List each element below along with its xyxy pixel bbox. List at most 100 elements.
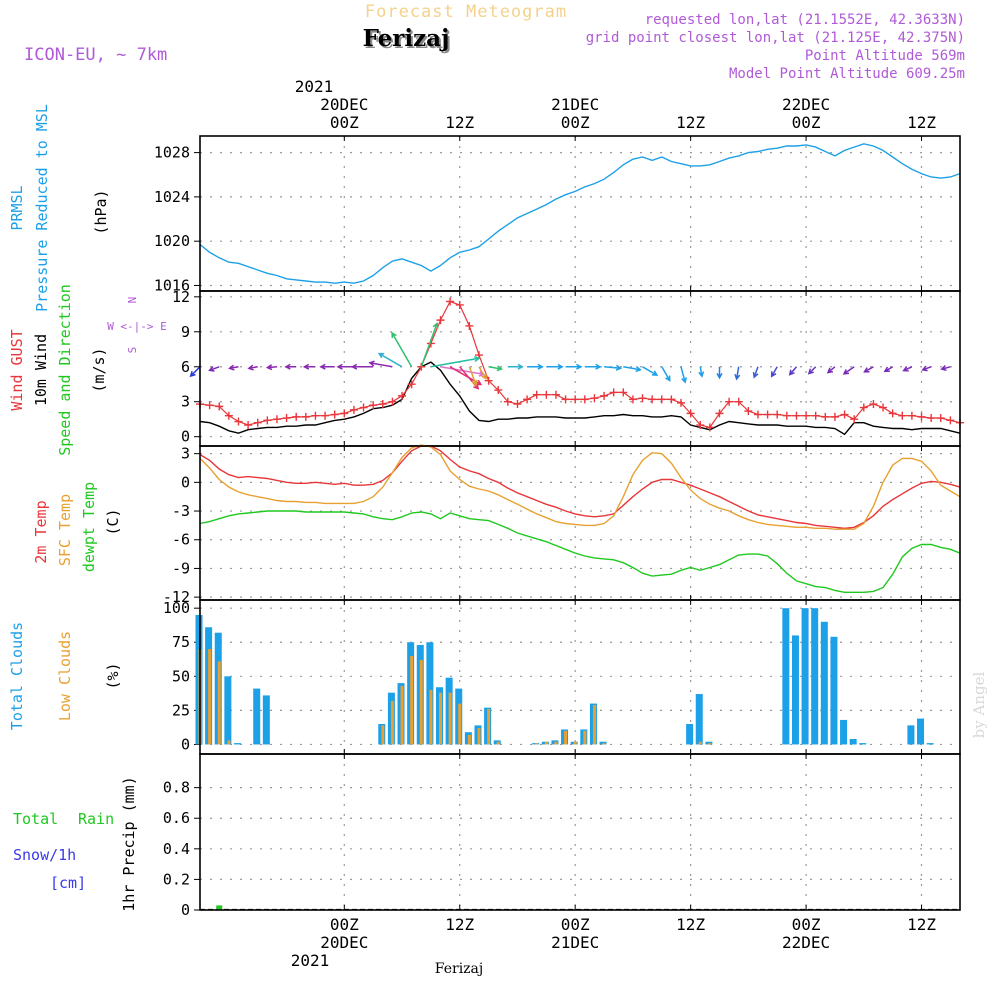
total-cloud-bar bbox=[782, 608, 790, 745]
wind-gust-point bbox=[340, 409, 349, 418]
wind-gust-point bbox=[811, 411, 820, 420]
wind-direction-arrow bbox=[584, 363, 602, 370]
wind-gust-point bbox=[253, 418, 262, 427]
temp-dewpt-line bbox=[199, 510, 961, 593]
temp-ylabel: (C) bbox=[104, 508, 122, 535]
wind-direction-arrow bbox=[752, 366, 759, 379]
wind-gust-point bbox=[321, 411, 330, 420]
top-tick-label: 00Z bbox=[561, 113, 590, 132]
wind-gust-point bbox=[513, 400, 522, 409]
wind-direction-arrow bbox=[734, 366, 741, 381]
total-cloud-bar bbox=[705, 741, 713, 745]
wind-gust-point bbox=[503, 397, 512, 406]
compass-south: S bbox=[126, 347, 139, 354]
wind-gust-point bbox=[301, 412, 310, 421]
wind-gust-point bbox=[369, 401, 378, 410]
panel-cloud-labels: Total Clouds Low Clouds (%) bbox=[8, 622, 122, 730]
wind-gust-point bbox=[436, 316, 445, 325]
low-cloud-bar bbox=[410, 655, 414, 745]
total-cloud-bar bbox=[820, 621, 828, 745]
panel-1: 1016 1020 1024 1028 bbox=[154, 135, 961, 294]
low-cloud-bar bbox=[419, 659, 423, 745]
bottom-date-label: 21DEC bbox=[551, 933, 599, 952]
wind-gust-point bbox=[686, 409, 695, 418]
wind-gust-point bbox=[446, 297, 455, 306]
wind-10m-line bbox=[199, 361, 961, 436]
low-cloud-bar bbox=[381, 725, 385, 745]
wind-gust-point bbox=[792, 411, 801, 420]
wind-gust-point bbox=[244, 421, 253, 430]
bottom-tick-label: 00Z bbox=[330, 915, 359, 934]
top-tick-label: 00Z bbox=[792, 113, 821, 132]
compass-west-east: W <-|-> E bbox=[107, 320, 167, 333]
low-cloud-bar bbox=[487, 709, 491, 745]
wind-gust-point bbox=[455, 300, 464, 309]
temp-legend-sfc: SFC Temp bbox=[56, 494, 74, 566]
low-cloud-bar bbox=[708, 743, 712, 745]
bottom-year-label: 2021 bbox=[291, 951, 330, 970]
total-cloud-bar bbox=[830, 636, 838, 745]
top-tick-label: 12Z bbox=[907, 113, 936, 132]
wind-direction-arrow bbox=[604, 364, 623, 371]
wind-gust-point bbox=[696, 421, 705, 430]
low-cloud-bar bbox=[458, 703, 462, 745]
top-date-label: 20DEC bbox=[320, 95, 368, 114]
wind-gust-point bbox=[821, 412, 830, 421]
wind-gust-point bbox=[272, 415, 281, 424]
y-tick-label: 0.8 bbox=[163, 779, 190, 797]
wind-direction-arrow bbox=[902, 366, 913, 372]
low-cloud-bar bbox=[477, 728, 481, 745]
wind-direction-arrow bbox=[883, 366, 894, 373]
precip-legend-snow: Snow/1h bbox=[13, 846, 76, 864]
wind-gust-point bbox=[705, 423, 714, 432]
wind-direction-arrow bbox=[661, 366, 671, 382]
bottom-tick-label: 12Z bbox=[445, 915, 474, 934]
wind-gust-point bbox=[850, 415, 859, 424]
wind-gust-point bbox=[725, 397, 734, 406]
low-cloud-bar bbox=[217, 661, 221, 745]
bottom-tick-label: 12Z bbox=[907, 915, 936, 934]
y-tick-label: 9 bbox=[181, 323, 190, 341]
panel-3: -12 -9 -6 -3 0 3 bbox=[163, 444, 961, 606]
total-cloud-bar bbox=[811, 608, 819, 745]
wind-legend-gust: Wind GUST bbox=[8, 329, 26, 410]
total-cloud-bar bbox=[262, 695, 270, 745]
wind-direction-arrow bbox=[488, 365, 504, 372]
wind-direction-arrow bbox=[680, 366, 688, 384]
wind-gust-point bbox=[946, 416, 955, 425]
wind-direction-arrow bbox=[247, 364, 258, 371]
y-tick-label: 1028 bbox=[154, 144, 190, 162]
wind-direction-arrow bbox=[842, 366, 855, 375]
wind-gust-point bbox=[465, 321, 474, 330]
wind-gust-point bbox=[542, 390, 551, 399]
temp-legend-2m: 2m Temp bbox=[32, 500, 50, 563]
wind-direction-arrow bbox=[623, 366, 642, 373]
top-tick-label: 00Z bbox=[330, 113, 359, 132]
wind-gust-point bbox=[879, 403, 888, 412]
y-tick-label: 0 bbox=[181, 735, 190, 753]
y-tick-label: 0.4 bbox=[163, 840, 190, 858]
total-cloud-bar bbox=[253, 688, 261, 745]
wind-gust-point bbox=[571, 395, 580, 404]
wind-gust-point bbox=[628, 395, 637, 404]
panel-precip-labels: Total Rain Snow/1h [cm] 1hr Precip (mm) bbox=[13, 776, 138, 911]
top-tick-label: 12Z bbox=[676, 113, 705, 132]
wind-direction-arrow bbox=[863, 366, 874, 373]
temp-sfc-line bbox=[199, 444, 961, 530]
y-tick-label: 25 bbox=[172, 701, 190, 719]
total-cloud-bar bbox=[859, 743, 867, 745]
wind-direction-arrow bbox=[284, 363, 297, 370]
precip-bar bbox=[216, 905, 223, 910]
low-cloud-bar bbox=[208, 649, 212, 745]
low-cloud-bar bbox=[583, 730, 587, 745]
wind-gust-point bbox=[398, 391, 407, 400]
low-cloud-bar bbox=[592, 704, 596, 745]
total-cloud-bar bbox=[917, 718, 925, 745]
wind-direction-arrow bbox=[921, 365, 932, 372]
wind-gust-point bbox=[561, 395, 570, 404]
model-altitude: Model Point Altitude 609.25m bbox=[729, 66, 965, 82]
wind-gust-point bbox=[763, 410, 772, 419]
